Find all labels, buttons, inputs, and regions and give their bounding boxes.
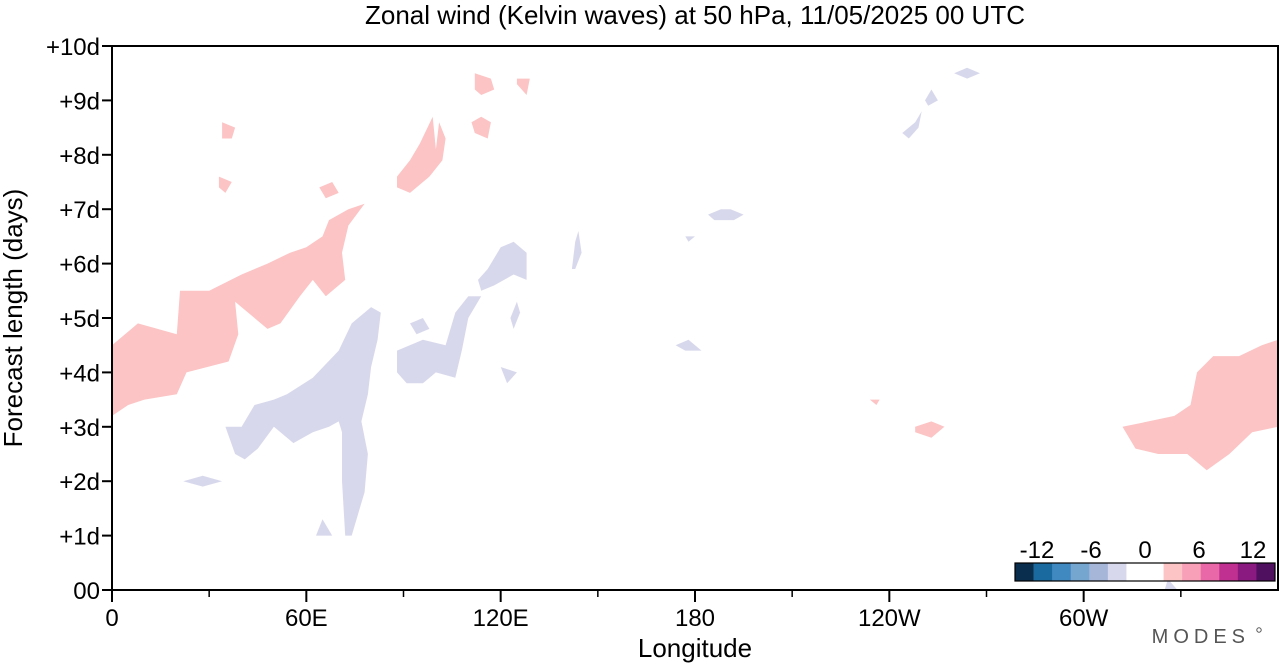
easterly-anomaly-region-11 (225, 307, 381, 536)
y-tick-label: +3d (59, 415, 100, 442)
x-tick-label: 60W (1059, 605, 1109, 632)
colorbar-legend: -12 -6 0 6 12 (1014, 537, 1276, 582)
colorbar-tick-label: -12 (1020, 537, 1055, 564)
wind-anomaly-contours (112, 67, 1278, 590)
easterly-anomaly-region-23 (954, 67, 980, 79)
x-axis-label: Longitude (638, 633, 752, 663)
colorbar-swatch (1052, 563, 1072, 581)
x-tick-label: 180 (675, 605, 715, 632)
y-tick-label: 00 (73, 578, 100, 605)
chart-title: Zonal wind (Kelvin waves) at 50 hPa, 11/… (365, 0, 1025, 30)
modes-logo-text: MODES (1152, 626, 1250, 648)
colorbar-swatch (1237, 563, 1257, 581)
colorbar-swatch (1182, 563, 1202, 581)
colorbar-swatch (1033, 563, 1053, 581)
y-tick-label: +10d (46, 34, 100, 61)
colorbar-swatch (1126, 563, 1146, 581)
westerly-anomaly-region-0 (112, 203, 365, 416)
y-tick-label: +4d (59, 360, 100, 387)
colorbar-swatch (1089, 563, 1109, 581)
colorbar-tick-label: 12 (1240, 537, 1267, 564)
x-tick-label: 0 (105, 605, 118, 632)
easterly-anomaly-region-15 (510, 301, 521, 329)
colorbar-tick-label: 0 (1138, 537, 1151, 564)
colorbar-swatch (1015, 563, 1034, 581)
y-axis: 00 +1d +2d +3d +4d +5d +6d +7d +8d +9d +10d (46, 34, 112, 605)
westerly-anomaly-region-3 (222, 122, 236, 139)
easterly-anomaly-region-18 (708, 209, 744, 221)
westerly-anomaly-region-10 (869, 399, 880, 405)
plot-frame (111, 45, 1279, 591)
colorbar-swatch (1107, 563, 1127, 581)
colorbar-swatch (1145, 563, 1164, 581)
westerly-anomaly-region-8 (1122, 339, 1278, 471)
y-axis-label: Forecast length (days) (0, 189, 28, 448)
y-tick-label: +2d (59, 469, 100, 496)
colorbar-tick-label: -6 (1080, 537, 1101, 564)
x-tick-label: 120W (858, 605, 921, 632)
westerly-anomaly-region-5 (474, 73, 495, 95)
y-tick-label: +6d (59, 252, 100, 279)
y-tick-label: +1d (59, 524, 100, 551)
colorbar-tick-label: 6 (1192, 537, 1205, 564)
easterly-anomaly-region-13 (410, 318, 430, 335)
x-axis: 0 60E 120E 180 120W 60W (105, 590, 1182, 632)
colorbar-swatch (1070, 563, 1090, 581)
westerly-anomaly-region-2 (319, 182, 339, 199)
easterly-anomaly-region-24 (183, 475, 223, 487)
westerly-anomaly-region-1 (397, 116, 446, 193)
y-tick-label: +9d (59, 88, 100, 115)
easterly-anomaly-region-26 (1164, 579, 1178, 590)
colorbar-frame (1014, 562, 1276, 582)
colorbar-swatch (1219, 563, 1239, 581)
colorbar-swatch (1200, 563, 1220, 581)
x-tick-label: 60E (285, 605, 328, 632)
y-tick-label: +8d (59, 143, 100, 170)
easterly-anomaly-region-25 (316, 519, 333, 536)
colorbar-swatch (1256, 563, 1276, 581)
easterly-anomaly-region-17 (571, 231, 582, 269)
easterly-anomaly-region-14 (478, 241, 527, 291)
westerly-anomaly-region-4 (218, 176, 232, 193)
westerly-anomaly-region-6 (471, 116, 491, 139)
easterly-anomaly-region-20 (685, 236, 695, 242)
easterly-anomaly-region-16 (500, 367, 517, 384)
easterly-anomaly-region-22 (925, 89, 938, 106)
y-tick-label: +7d (59, 197, 100, 224)
colorbar-swatch (1163, 563, 1183, 581)
registered-mark-icon (1256, 627, 1262, 633)
easterly-anomaly-region-21 (902, 111, 922, 139)
westerly-anomaly-region-9 (915, 421, 945, 438)
y-tick-label: +5d (59, 306, 100, 333)
x-tick-label: 120E (473, 605, 529, 632)
westerly-anomaly-region-7 (516, 78, 530, 95)
easterly-anomaly-region-19 (675, 339, 702, 351)
easterly-anomaly-region-12 (397, 296, 482, 384)
